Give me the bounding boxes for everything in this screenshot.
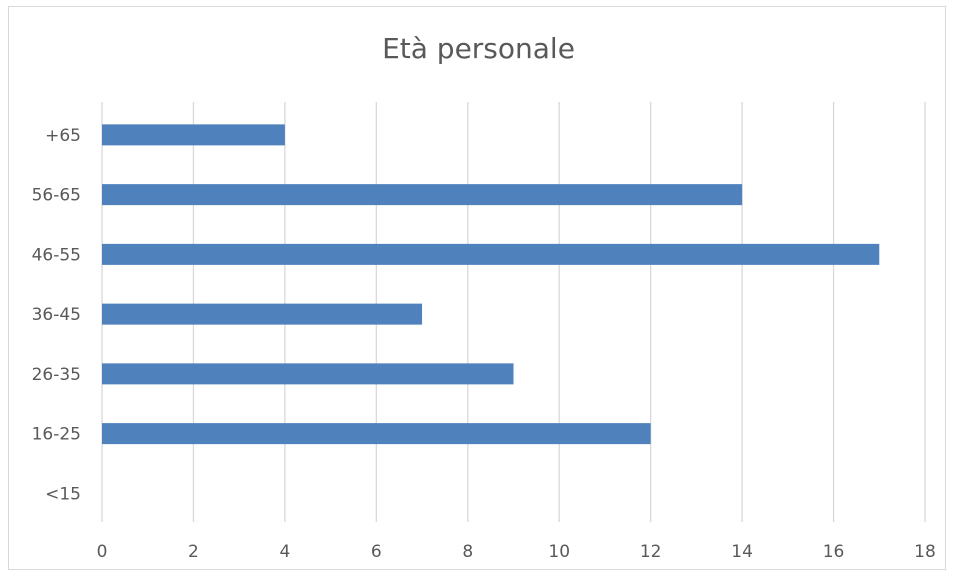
y-tick-label: 46-55	[32, 245, 81, 265]
x-tick-label: 8	[462, 542, 473, 562]
x-tick-label: 12	[640, 542, 662, 562]
bar-36-45	[102, 303, 423, 325]
y-tick-label: 16-25	[32, 425, 81, 445]
bar-16-25	[102, 423, 651, 445]
x-tick-label: 10	[548, 542, 570, 562]
x-tick-label: 16	[823, 542, 845, 562]
bar-56-65	[102, 184, 743, 206]
x-tick-label: 0	[97, 542, 108, 562]
x-axis-labels: 0 2 4 6 8 10 12 14 16 18	[97, 542, 936, 562]
x-tick-label: 4	[279, 542, 290, 562]
y-tick-label: 36-45	[32, 305, 81, 325]
y-tick-label: +65	[45, 126, 81, 146]
y-tick-label: <15	[45, 484, 81, 504]
y-tick-label: 26-35	[32, 365, 81, 385]
chart-title: Età personale	[382, 32, 575, 65]
x-tick-label: 18	[914, 542, 936, 562]
x-tick-label: 6	[371, 542, 382, 562]
x-tick-label: 14	[731, 542, 753, 562]
chart-area	[8, 6, 946, 570]
bar-+65	[102, 124, 285, 146]
bar-26-35	[102, 363, 514, 385]
x-tick-label: 2	[188, 542, 199, 562]
y-tick-label: 56-65	[32, 186, 81, 206]
y-axis-labels: +65 56-65 46-55 36-45 26-35 16-25 <15	[32, 126, 81, 505]
bar-46-55	[102, 243, 880, 265]
bars	[102, 124, 880, 445]
